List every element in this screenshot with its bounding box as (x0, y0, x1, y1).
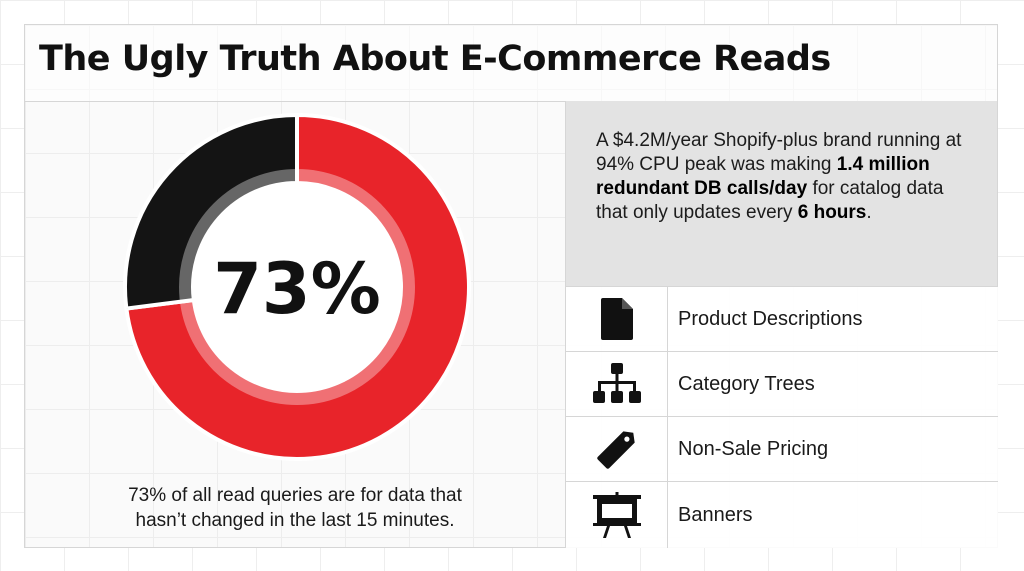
donut-slice-1 (123, 112, 299, 311)
easel-banner-icon (592, 492, 641, 538)
callout-highlight-calls: 1.4 million redundant DB calls/day (596, 154, 930, 199)
list-item-label: Non-Sale Pricing (678, 437, 829, 460)
chart-caption: 73% of all read queries are for data tha… (65, 483, 525, 533)
infographic-card: The Ugly Truth About E-Commerce Reads 73… (24, 24, 998, 548)
list-item-label: Banners (678, 503, 753, 526)
cacheable-data-list: Product Descriptions (565, 287, 998, 548)
donut-center-label: 73% (213, 248, 381, 330)
donut-chart: 73% (121, 111, 473, 463)
callout-highlight-interval: 6 hours (797, 202, 867, 223)
inner-ring-highlight (179, 169, 415, 405)
list-item-label: Product Descriptions (678, 307, 863, 330)
hierarchy-icon (592, 363, 641, 403)
icon-cell (566, 287, 668, 351)
title-bar: The Ugly Truth About E-Commerce Reads (25, 25, 997, 102)
page-title: The Ugly Truth About E-Commerce Reads (39, 39, 831, 79)
icon-cell (566, 417, 668, 481)
icon-cell (566, 352, 668, 416)
list-item: Product Descriptions (566, 287, 998, 352)
list-item: Category Trees (566, 352, 998, 417)
document-icon (600, 298, 633, 340)
caption-line-1: 73% of all read queries are for data tha… (128, 485, 462, 506)
icon-cell (566, 482, 668, 548)
list-item: Banners (566, 482, 998, 548)
callout-text-2: for catalog data that only updates every (596, 178, 944, 223)
list-item-label: Category Trees (678, 372, 815, 395)
list-item: Non-Sale Pricing (566, 417, 998, 482)
callout-text-1: A $4.2M/year Shopify-plus brand running … (596, 130, 962, 175)
donut-hole (193, 183, 401, 391)
case-study-callout: A $4.2M/year Shopify-plus brand running … (565, 101, 997, 287)
callout-text-3: . (866, 202, 872, 223)
caption-line-2: hasn’t changed in the last 15 minutes. (135, 510, 455, 531)
price-tag-icon (596, 431, 635, 469)
donut-chart-svg: 73% (123, 112, 471, 461)
